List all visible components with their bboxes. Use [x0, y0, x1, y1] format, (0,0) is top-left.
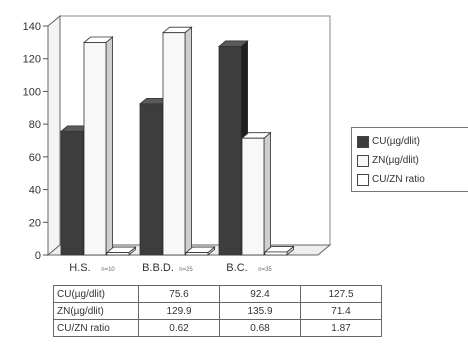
bar [105, 246, 137, 256]
table-cell: 0.62 [138, 319, 220, 337]
y-tick-label: 40 [29, 185, 41, 197]
bar-front [162, 32, 186, 256]
table-cell: 0.68 [219, 319, 301, 337]
bar-side [105, 36, 113, 256]
y-tick-label: 20 [29, 217, 41, 229]
bar-front [106, 252, 130, 256]
bar-front [218, 46, 242, 256]
legend: CU(µg/dlit) ZN(µg/dlit) CU/ZN ratio [351, 127, 468, 192]
chart-side-wall [47, 14, 61, 257]
category-label: B.C. [226, 262, 247, 274]
category-sample-size: n=10 [101, 267, 115, 273]
bar-front [185, 252, 209, 256]
legend-swatch-ratio [357, 173, 369, 186]
table-row: CU(µg/dlit) 75.6 92.4 127.5 [53, 285, 382, 303]
legend-swatch-zn [357, 154, 369, 167]
table-row-label: CU/ZN ratio [53, 319, 139, 337]
bar-front [60, 130, 84, 256]
y-axis-ticks: 0 20 40 60 80 100 120 140 [23, 21, 48, 262]
y-tick-label: 120 [23, 54, 41, 66]
bar-front [264, 251, 288, 256]
legend-item-zn: ZN(µg/dlit) [357, 151, 467, 170]
table-row-label: ZN(µg/dlit) [53, 302, 139, 320]
category-labels: H.S. n=10 B.B.D. n=25 B.C. n=35 [69, 262, 272, 274]
bar [240, 131, 272, 256]
table-cell: 75.6 [138, 285, 220, 303]
bar [161, 26, 193, 256]
category-label: H.S. [69, 262, 90, 274]
legend-label-zn: ZN(µg/dlit) [372, 155, 419, 166]
bars [59, 26, 295, 256]
table-row: CU/ZN ratio 0.62 0.68 1.87 [53, 319, 382, 337]
table-cell: 92.4 [219, 285, 301, 303]
y-tick-label: 80 [29, 119, 41, 131]
bar [184, 246, 216, 256]
legend-swatch-cu [357, 135, 369, 148]
bar [82, 36, 114, 256]
table-row: ZN(µg/dlit) 129.9 135.9 71.4 [53, 302, 382, 320]
legend-label-cu: CU(µg/dlit) [372, 136, 420, 147]
data-table: CU(µg/dlit) 75.6 92.4 127.5 ZN(µg/dlit) … [53, 285, 382, 337]
table-cell: 129.9 [138, 302, 220, 320]
bar-front [241, 137, 265, 256]
table-cell: 71.4 [300, 302, 382, 320]
bar-front [139, 103, 163, 256]
table-cell: 1.87 [300, 319, 382, 337]
bar-side [263, 131, 272, 256]
y-tick-label: 60 [29, 152, 41, 164]
bar-front [83, 42, 107, 256]
bar-side [184, 26, 193, 256]
legend-label-ratio: CU/ZN ratio [372, 174, 425, 185]
bar [263, 245, 295, 256]
y-tick-label: 0 [35, 250, 41, 262]
category-sample-size: n=35 [258, 267, 272, 273]
y-tick-label: 140 [23, 21, 41, 33]
table-cell: 127.5 [300, 285, 382, 303]
category-label: B.B.D. [142, 262, 174, 274]
y-tick-label: 100 [23, 86, 41, 98]
table-cell: 135.9 [219, 302, 301, 320]
legend-item-cu: CU(µg/dlit) [357, 132, 467, 151]
category-sample-size: n=25 [179, 267, 193, 273]
table-row-label: CU(µg/dlit) [53, 285, 139, 303]
legend-item-ratio: CU/ZN ratio [357, 170, 467, 189]
